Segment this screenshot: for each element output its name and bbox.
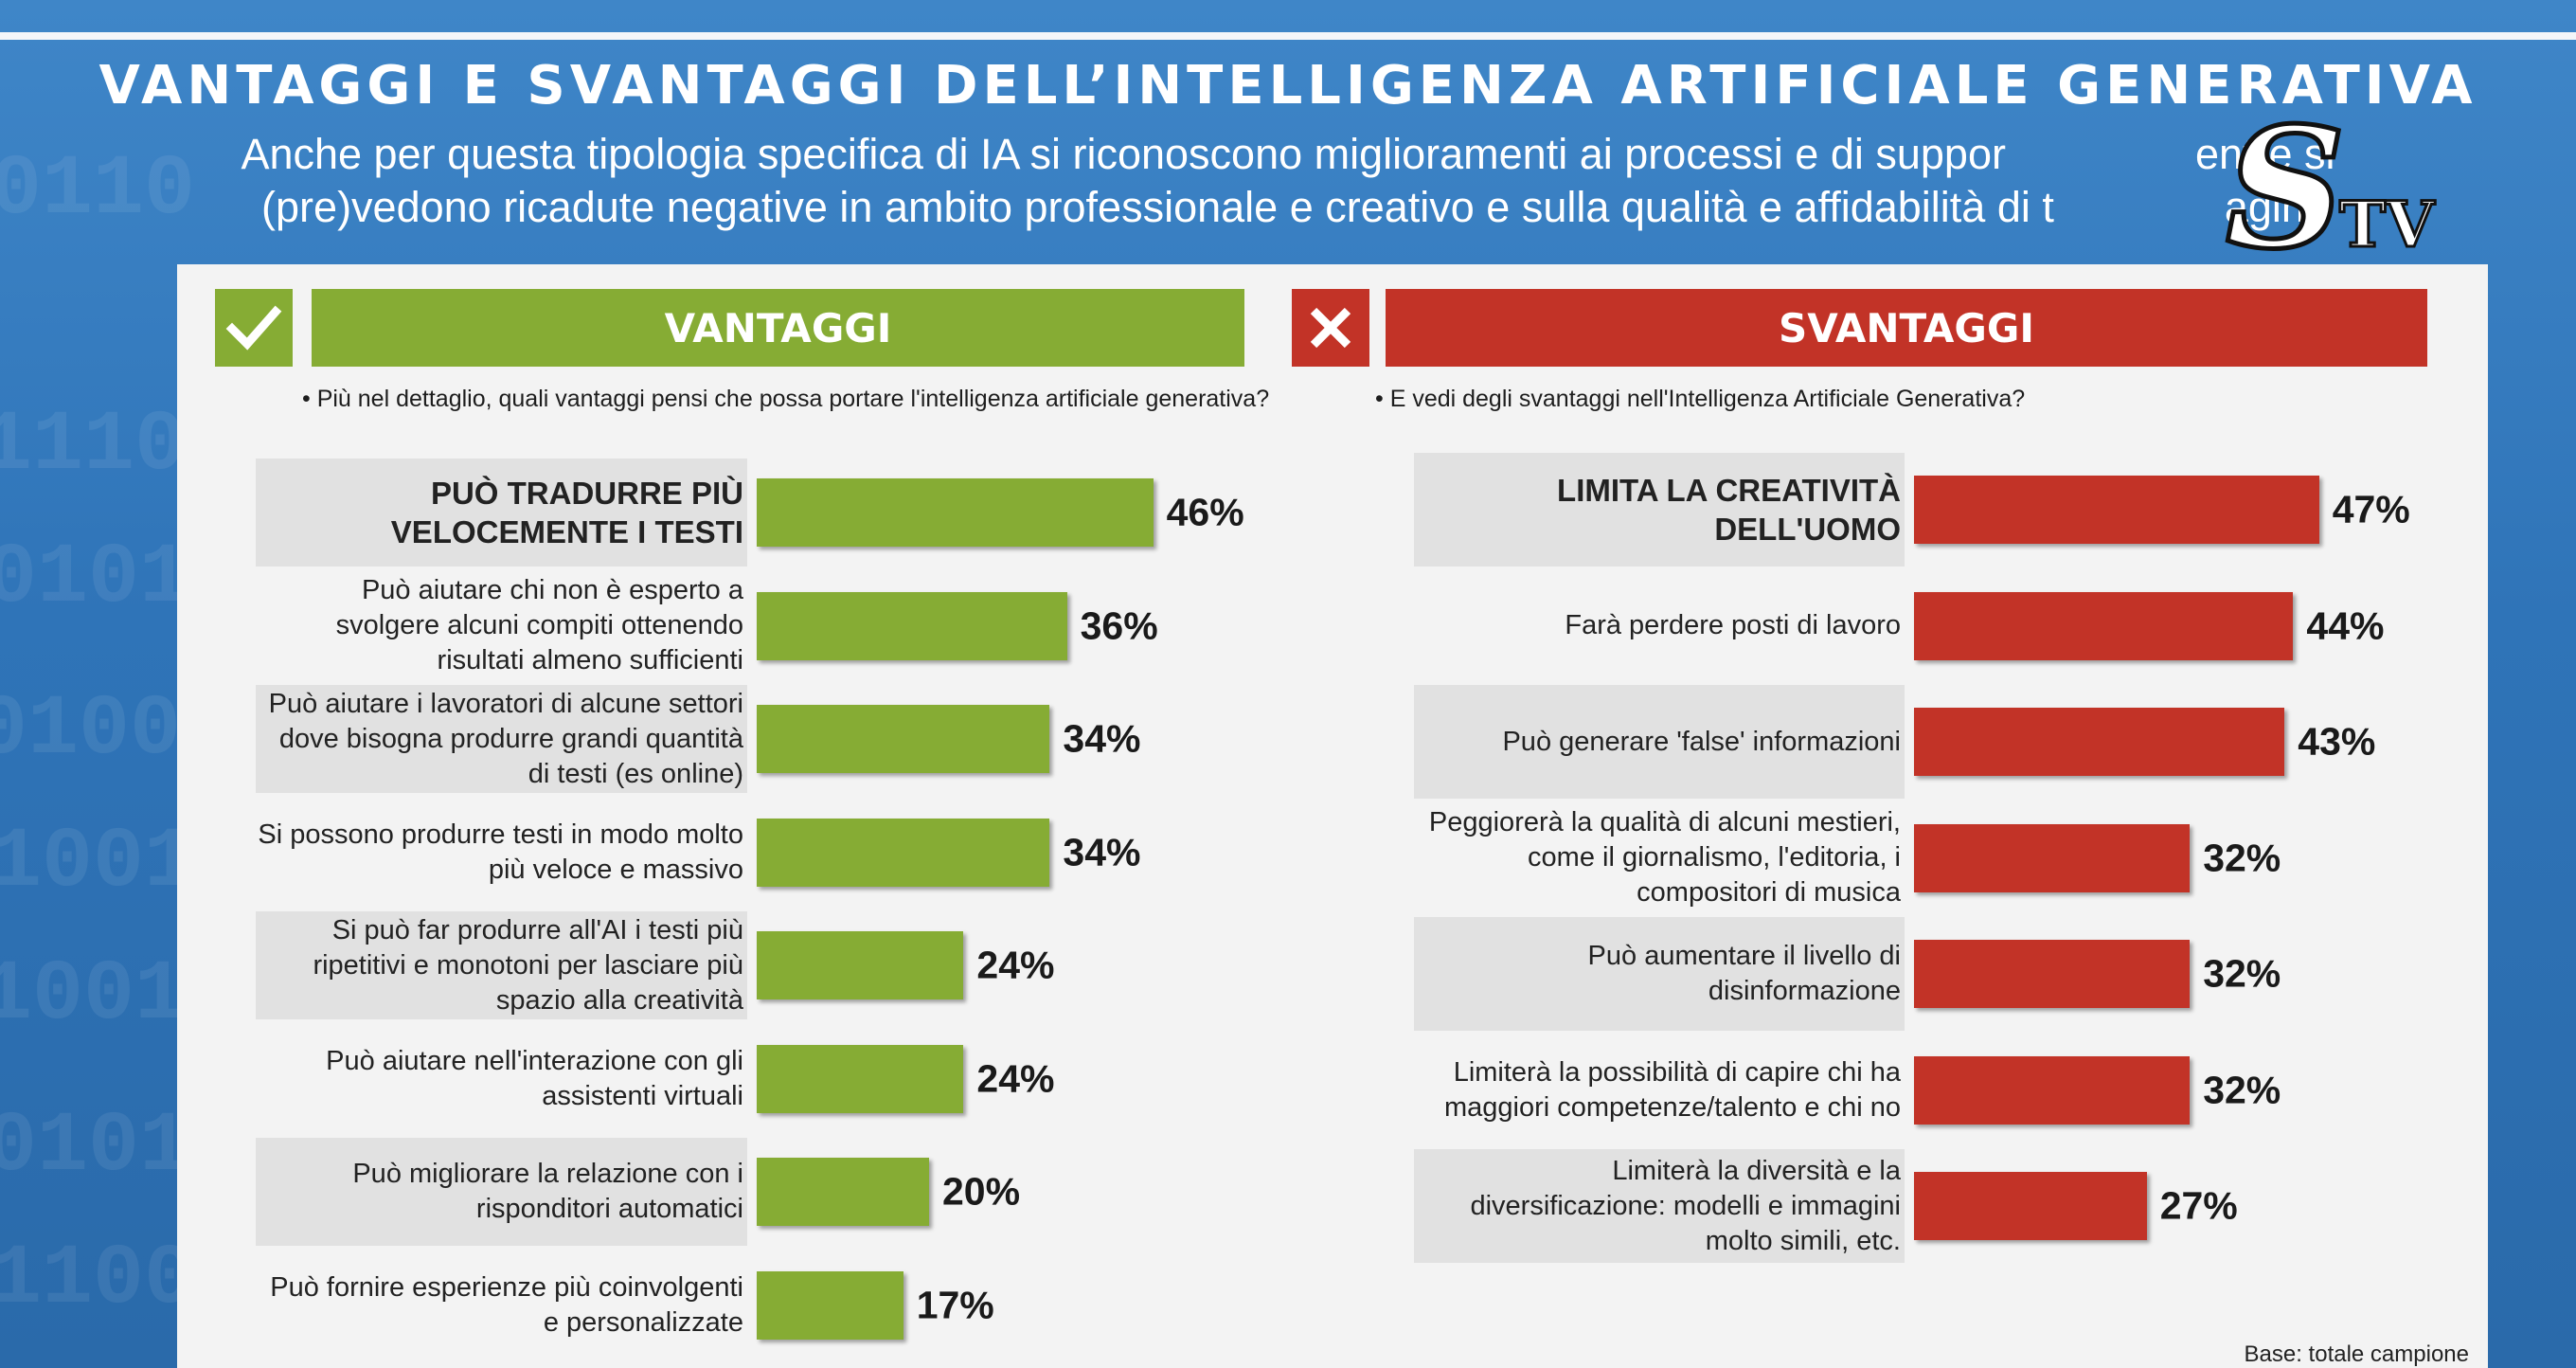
bar-label: Farà perdere posti di lavoro: [1565, 610, 1901, 640]
bar-value-label: 32%: [2203, 951, 2281, 996]
bar-value-label: 27%: [2159, 1183, 2238, 1228]
chart-row: Può fornire esperienze più coinvolgenti …: [256, 1251, 1330, 1359]
bar-value-label: 34%: [1063, 716, 1141, 761]
chart-row: PUÒ TRADURRE PIÙ VELOCEMENTE I TESTI 46%: [256, 459, 1330, 567]
bar-value-label: 32%: [2203, 836, 2281, 879]
bar-value-label: 34%: [1063, 830, 1141, 873]
chart-row: Farà perdere posti di lavoro 44%: [1414, 569, 2487, 683]
chart-row: Peggiorerà la qualità di alcuni mestieri…: [1414, 801, 2487, 915]
bar-label: Si può far produrre all'AI i testi più r…: [256, 911, 747, 1019]
bar: [1914, 591, 2294, 660]
bar: [757, 591, 1067, 660]
stv-logo: S TV: [2224, 104, 2438, 265]
bar-label: Si possono produrre testi in modo molto …: [258, 819, 743, 885]
bar: [757, 705, 1050, 773]
bar-label: Può aumentare il livello di disinformazi…: [1414, 917, 1905, 1031]
bar-label: Può aiutare nell'interazione con gli ass…: [326, 1045, 743, 1111]
bar: [757, 1158, 929, 1226]
bar-value-label: 43%: [2298, 719, 2376, 764]
bar-label: Può aiutare i lavoratori di alcune setto…: [256, 685, 747, 793]
bar-value-label: 47%: [2332, 487, 2410, 531]
bar: [757, 931, 964, 999]
advantages-question: • Più nel dettaglio, quali vantaggi pens…: [302, 386, 1270, 412]
bar-value-label: 44%: [2306, 603, 2385, 647]
disadvantages-header: SVANTAGGI: [1386, 289, 2427, 367]
bar-label: Può fornire esperienze più coinvolgenti …: [270, 1271, 743, 1338]
bar-label: Può migliorare la relazione con i rispon…: [256, 1138, 747, 1246]
bar: [757, 478, 1154, 547]
bar-value-label: 36%: [1080, 603, 1158, 647]
bar-value-label: 24%: [976, 943, 1055, 987]
bar: [1914, 1055, 2191, 1125]
subtitle-line-2: (pre)vedono ricadute negative in ambito …: [261, 183, 2315, 231]
bar-value-label: 24%: [976, 1056, 1055, 1100]
page-subtitle: Anche per questa tipologia specifica di …: [9, 128, 2567, 234]
chart-row: Può aiutare chi non è esperto a svolgere…: [256, 572, 1330, 680]
bar-label: Può aiutare chi non è esperto a svolgere…: [335, 575, 743, 675]
chart-row: Limiterà la possibilità di capire chi ha…: [1414, 1034, 2487, 1147]
disadvantages-question: • E vedi degli svantaggi nell'Intelligen…: [1375, 386, 2026, 412]
bar-label: Limiterà la possibilità di capire chi ha…: [1443, 1056, 1901, 1123]
bar-value-label: 32%: [2203, 1068, 2281, 1111]
chart-panel: VANTAGGI SVANTAGGI • Più nel dettaglio, …: [177, 264, 2488, 1368]
chart-row: Si può far produrre all'AI i testi più r…: [256, 911, 1330, 1019]
chart-row: Si possono produrre testi in modo molto …: [256, 799, 1330, 907]
chart-row: Può aiutare i lavoratori di alcune setto…: [256, 685, 1330, 793]
chart-row: Può generare 'false' informazioni 43%: [1414, 685, 2487, 799]
bar-value-label: 20%: [942, 1169, 1021, 1214]
bar: [1914, 823, 2191, 892]
subtitle-line-1: Anche per questa tipologia specifica di …: [241, 130, 2335, 178]
bar-label: Limiterà la diversità e la diversificazi…: [1414, 1149, 1905, 1263]
bar-label: PUÒ TRADURRE PIÙ VELOCEMENTE I TESTI: [256, 459, 747, 567]
chart-row: Limiterà la diversità e la diversificazi…: [1414, 1149, 2487, 1263]
check-icon: [215, 289, 293, 367]
chart-row: Può migliorare la relazione con i rispon…: [256, 1138, 1330, 1246]
bar: [757, 1044, 964, 1113]
chart-row: LIMITA LA CREATIVITÀ DELL'UOMO 47%: [1414, 453, 2487, 567]
svg-text:S: S: [2226, 104, 2345, 265]
base-note: Base: totale campione: [2244, 1341, 2469, 1367]
top-rule: [0, 32, 2576, 40]
bar: [757, 818, 1050, 887]
bar-label: Può generare 'false' informazioni: [1414, 685, 1905, 799]
page-title: VANTAGGI E SVANTAGGI DELL’INTELLIGENZA A…: [98, 55, 2478, 117]
bar: [1914, 1172, 2147, 1240]
bar: [1914, 940, 2191, 1008]
bar-label: LIMITA LA CREATIVITÀ DELL'UOMO: [1414, 453, 1905, 567]
bar-value-label: 46%: [1166, 490, 1244, 534]
bar: [757, 1270, 903, 1340]
chart-row: Può aiutare nell'interazione con gli ass…: [256, 1025, 1330, 1133]
bar-value-label: 17%: [916, 1283, 994, 1326]
bar-label: Peggiorerà la qualità di alcuni mestieri…: [1428, 807, 1901, 908]
cross-icon: [1292, 289, 1369, 367]
bar: [1914, 476, 2319, 544]
advantages-header: VANTAGGI: [312, 289, 1244, 367]
bar: [1914, 708, 2285, 776]
svg-text:TV: TV: [2339, 188, 2436, 261]
chart-row: Può aumentare il livello di disinformazi…: [1414, 917, 2487, 1031]
